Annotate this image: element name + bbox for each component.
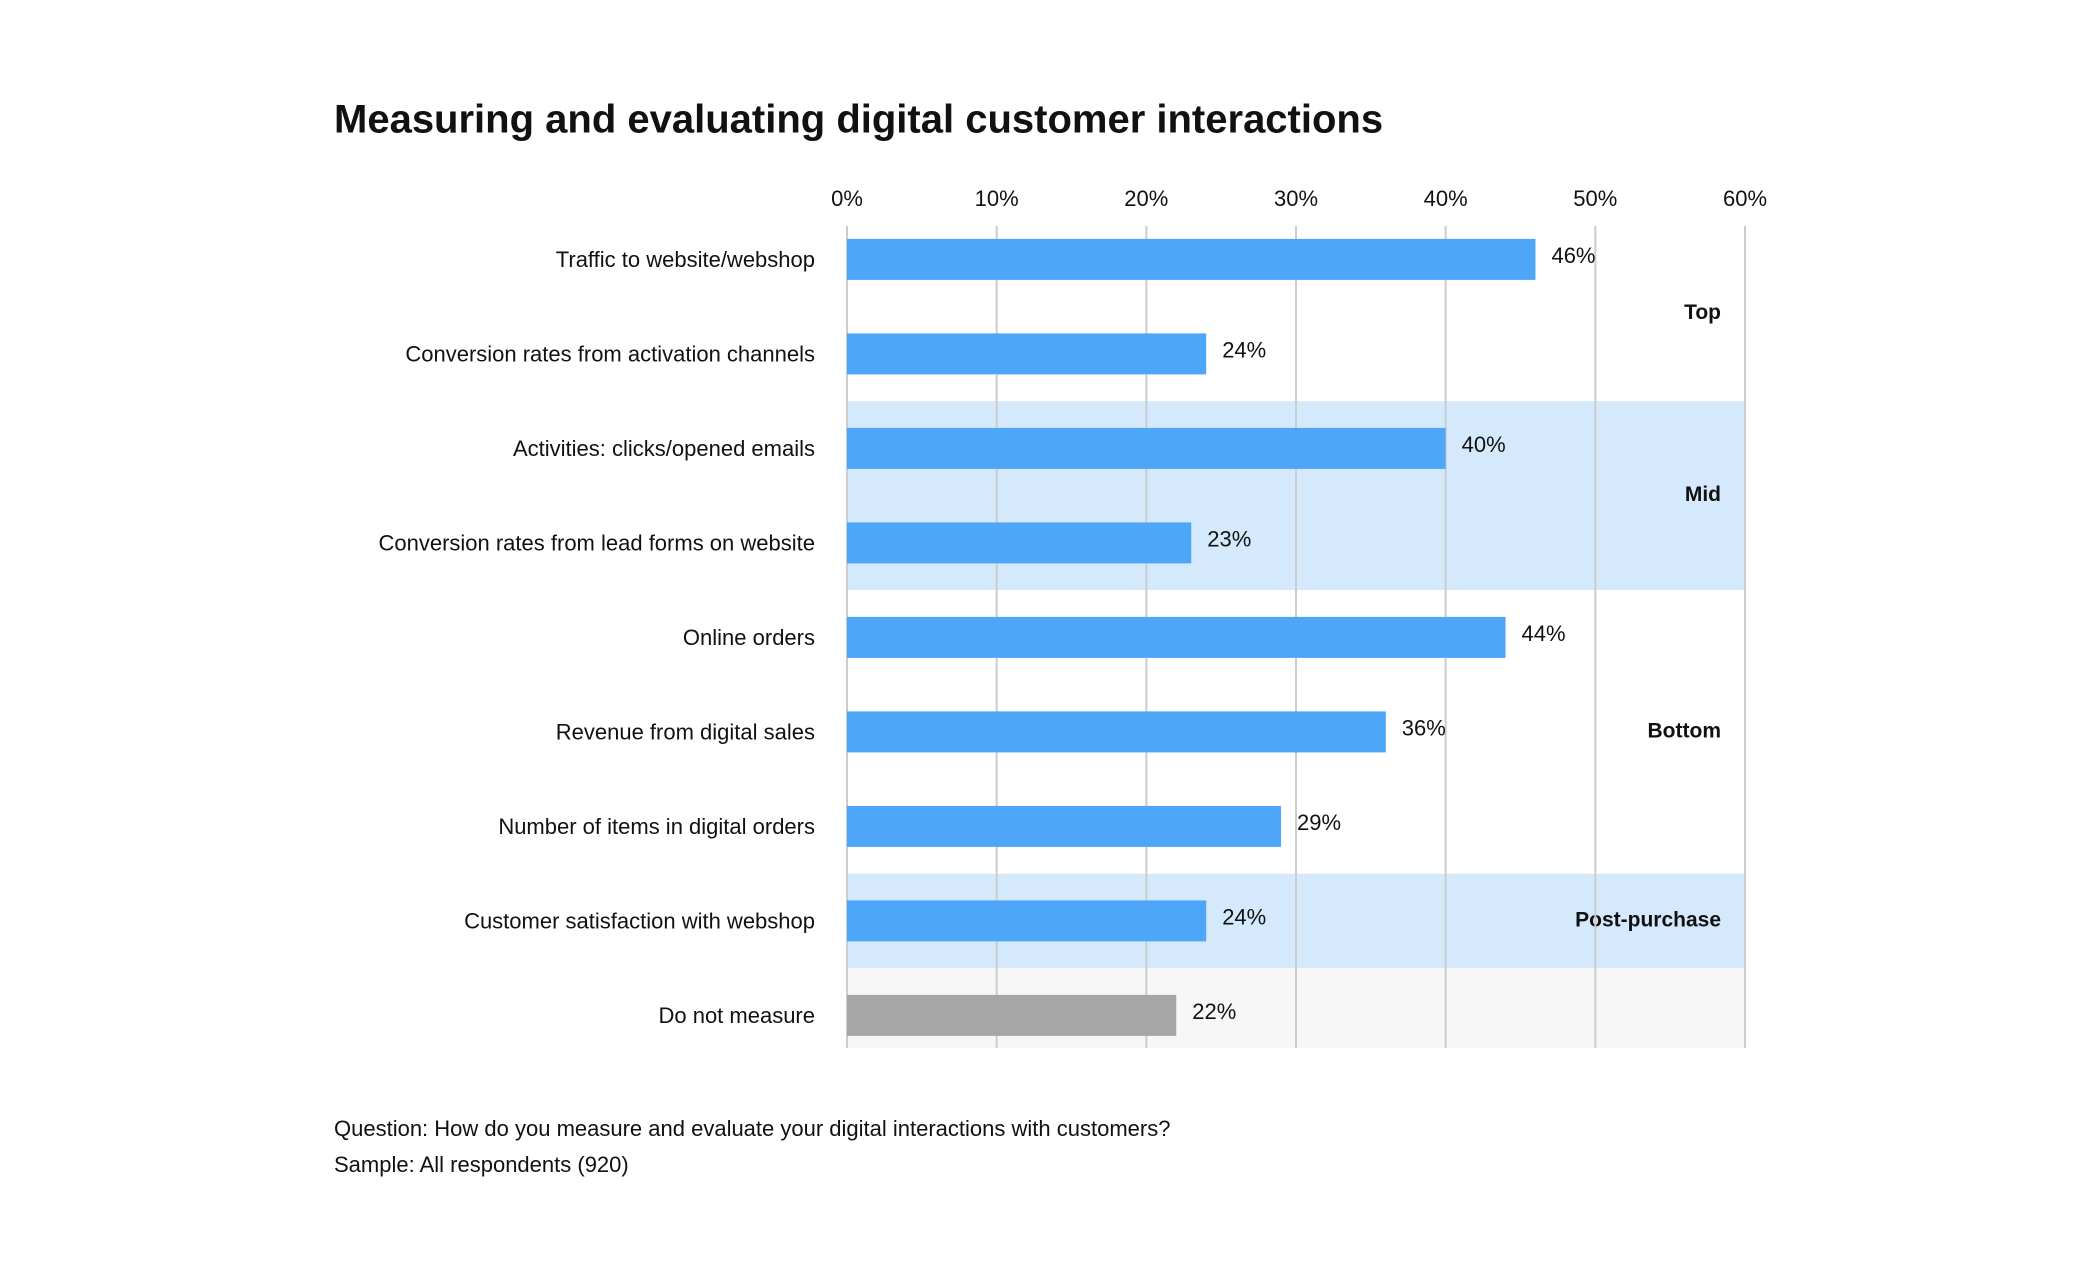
group-label: Bottom	[1648, 719, 1721, 742]
group-label: Top	[1684, 301, 1721, 324]
x-tick-label: 60%	[1723, 186, 1767, 211]
x-tick-label: 0%	[831, 186, 863, 211]
value-label: 46%	[1551, 243, 1595, 268]
category-label: Activities: clicks/opened emails	[513, 436, 815, 461]
bar	[847, 616, 1506, 658]
value-label: 24%	[1222, 338, 1266, 363]
category-label: Online orders	[683, 625, 815, 650]
value-label: 24%	[1222, 905, 1266, 930]
chart-title: Measuring and evaluating digital custome…	[334, 98, 1383, 142]
x-tick-label: 20%	[1124, 186, 1168, 211]
value-label: 40%	[1462, 432, 1506, 457]
x-tick-label: 40%	[1424, 186, 1468, 211]
note: Question: How do you measure and evaluat…	[334, 1116, 1170, 1141]
bar	[847, 333, 1207, 375]
bar	[847, 522, 1192, 564]
category-label: Conversion rates from activation channel…	[405, 342, 815, 367]
value-label: 22%	[1192, 999, 1236, 1024]
category-label: Revenue from digital sales	[556, 720, 815, 745]
category-label: Do not measure	[658, 1003, 815, 1028]
category-label: Traffic to website/webshop	[556, 247, 815, 272]
x-tick-label: 10%	[975, 186, 1019, 211]
value-label: 36%	[1402, 716, 1446, 741]
x-tick-label: 30%	[1274, 186, 1318, 211]
value-label: 44%	[1522, 621, 1566, 646]
category-label: Customer satisfaction with webshop	[464, 909, 815, 934]
group-label: Post-purchase	[1575, 908, 1721, 931]
group-label: Mid	[1685, 483, 1721, 506]
x-tick-label: 50%	[1573, 186, 1617, 211]
bar	[847, 711, 1386, 753]
bar	[847, 805, 1282, 847]
category-label: Conversion rates from lead forms on webs…	[378, 531, 815, 556]
value-label: 29%	[1297, 810, 1341, 835]
note: Sample: All respondents (920)	[334, 1152, 629, 1177]
bar	[847, 427, 1446, 469]
category-label: Number of items in digital orders	[498, 814, 815, 839]
bar	[847, 994, 1177, 1036]
bar	[847, 238, 1536, 280]
value-label: 23%	[1207, 527, 1251, 552]
bar	[847, 900, 1207, 942]
